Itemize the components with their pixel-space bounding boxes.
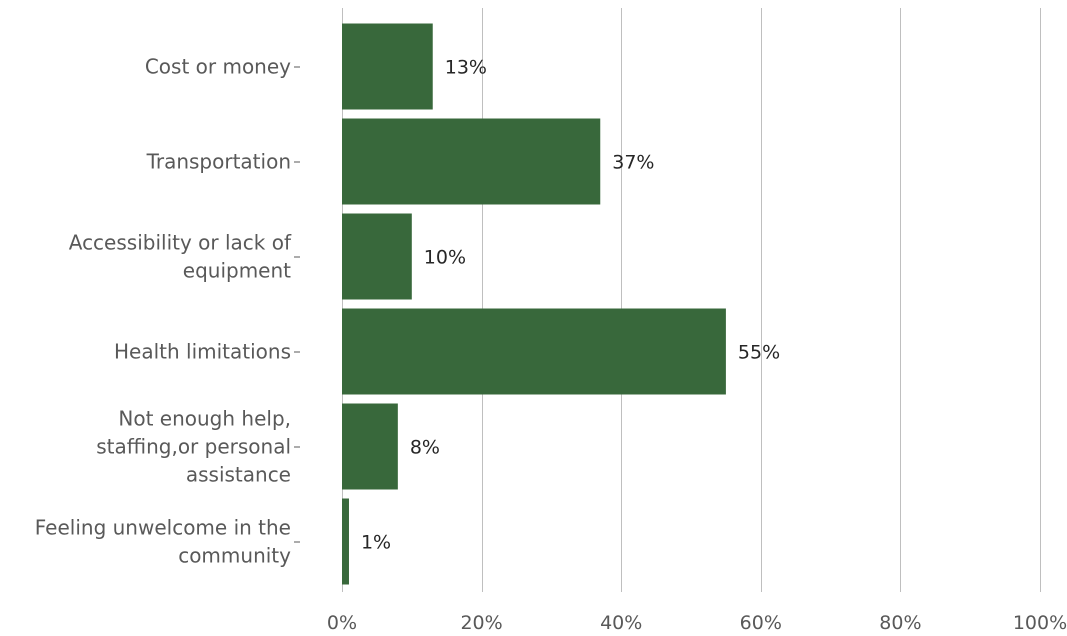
x-tick-label: 100% (1013, 612, 1067, 634)
data-labels: 13% 37% 10% 55% 8% 1% (361, 57, 780, 554)
gridlines (342, 8, 1041, 592)
data-label: 10% (424, 247, 466, 269)
bar (342, 23, 433, 110)
category-label: assistance (186, 463, 291, 487)
x-tick-label: 80% (879, 612, 921, 634)
category-label: equipment (183, 259, 291, 283)
x-tick-label: 40% (600, 612, 642, 634)
bar (342, 118, 601, 205)
x-tick-label: 60% (740, 612, 782, 634)
bar (342, 213, 412, 300)
x-tick-label: 0% (327, 612, 357, 634)
bar (342, 498, 349, 585)
bar (342, 308, 726, 395)
bar (342, 403, 398, 490)
value-axis: 0% 20% 40% 60% 80% 100% (327, 612, 1067, 634)
category-label: Not enough help, (118, 407, 291, 431)
x-tick-label: 20% (460, 612, 502, 634)
category-label: Cost or money (145, 55, 291, 79)
data-label: 8% (410, 437, 440, 459)
data-label: 37% (612, 152, 654, 174)
category-label: Health limitations (114, 340, 291, 364)
data-label: 1% (361, 532, 391, 554)
category-label: community (178, 544, 291, 568)
data-label: 13% (445, 57, 487, 79)
category-label: staffing,or personal (96, 435, 291, 459)
category-label: Transportation (146, 150, 291, 174)
category-label: Feeling unwelcome in the (35, 516, 291, 540)
bars (342, 23, 726, 585)
category-label: Accessibility or lack of (69, 231, 292, 255)
category-axis: Cost or money Transportation Accessibility… (35, 55, 300, 568)
data-label: 55% (738, 342, 780, 364)
